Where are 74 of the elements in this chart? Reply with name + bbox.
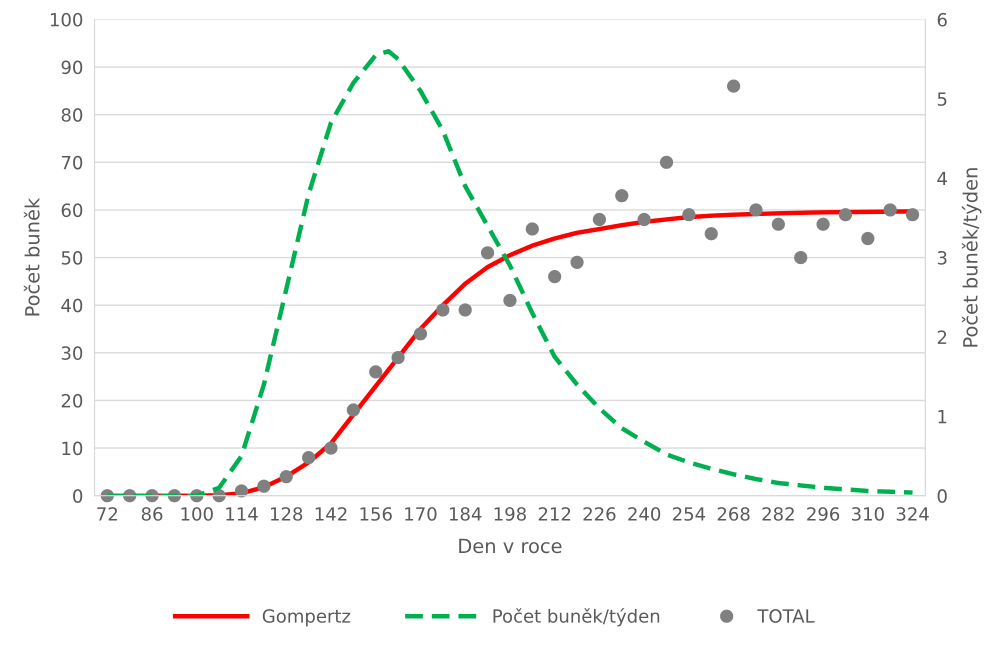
y-tick-label: 50 xyxy=(62,251,82,265)
legend-label: Počet buněk/týden xyxy=(494,608,660,626)
legend-label: TOTAL xyxy=(757,609,815,623)
y-tick-label: 0 xyxy=(73,489,82,503)
point xyxy=(436,303,450,317)
x-tick-label: 72 xyxy=(97,507,117,521)
x-tick-label: 254 xyxy=(672,507,706,521)
y2-tick-label: 6 xyxy=(938,12,947,27)
x-tick-label: 296 xyxy=(807,507,840,521)
point xyxy=(727,80,740,93)
y2-tick-label: 5 xyxy=(938,92,946,106)
x-tick-label: 100 xyxy=(182,507,213,521)
point xyxy=(660,156,674,169)
x-tick-label: 114 xyxy=(226,507,258,521)
y2-tick-label: 2 xyxy=(938,330,946,344)
point xyxy=(861,232,874,246)
y2-tick-label: 4 xyxy=(937,172,947,186)
x-tick-label: 240 xyxy=(628,507,660,521)
x-axis-title: Den v roce xyxy=(459,538,562,554)
point xyxy=(458,303,472,317)
point xyxy=(794,250,808,264)
point xyxy=(682,208,696,222)
y-tick-label: 40 xyxy=(61,298,82,312)
point xyxy=(302,451,316,464)
point xyxy=(592,212,606,226)
point xyxy=(838,208,852,222)
point xyxy=(346,403,360,417)
y-tick-label: 10 xyxy=(62,442,82,456)
x-tick-label: 310 xyxy=(852,507,884,521)
point xyxy=(257,480,270,493)
point xyxy=(234,484,248,498)
x-tick-label: 282 xyxy=(762,507,794,521)
point xyxy=(414,327,428,340)
point xyxy=(369,365,382,378)
point xyxy=(548,270,562,284)
point xyxy=(280,470,293,484)
point xyxy=(884,203,897,217)
point xyxy=(480,246,494,260)
point xyxy=(324,441,338,455)
x-tick-label: 324 xyxy=(896,507,929,521)
point xyxy=(704,227,718,240)
y-tick-label: 90 xyxy=(62,60,82,74)
y2-tick-label: 1 xyxy=(938,410,946,424)
point xyxy=(615,189,628,202)
x-tick-label: 142 xyxy=(316,507,346,521)
point xyxy=(906,208,920,222)
y-tick-label: 80 xyxy=(62,108,82,122)
x-tick-label: 184 xyxy=(450,507,482,521)
legend-label: Gompertz xyxy=(262,609,350,626)
y-tick-label: 30 xyxy=(62,346,82,360)
point xyxy=(749,203,763,217)
y-axis-title: Počet buněk xyxy=(24,198,40,316)
point xyxy=(816,218,830,231)
point xyxy=(526,222,539,236)
y-tick-label: 60 xyxy=(62,203,82,218)
x-tick-label: 226 xyxy=(584,507,616,521)
point xyxy=(638,212,651,226)
y2-tick-label: 3 xyxy=(938,251,946,265)
x-tick-label: 198 xyxy=(494,507,526,521)
y2-axis-title: Počet buněk/týden xyxy=(962,168,982,347)
point xyxy=(392,351,405,364)
x-tick-label: 170 xyxy=(405,507,436,521)
point xyxy=(570,256,584,269)
x-tick-label: 156 xyxy=(360,507,392,521)
point xyxy=(772,218,785,231)
y2-tick-label: 0 xyxy=(938,489,947,503)
x-tick-label: 128 xyxy=(271,507,302,521)
x-tick-label: 86 xyxy=(142,507,162,521)
y-tick-label: 20 xyxy=(62,394,82,408)
y-tick-label: 70 xyxy=(62,156,82,170)
y-tick-label: 100 xyxy=(50,12,82,27)
point xyxy=(503,294,517,308)
x-tick-label: 212 xyxy=(538,507,570,521)
x-tick-label: 268 xyxy=(718,507,750,521)
